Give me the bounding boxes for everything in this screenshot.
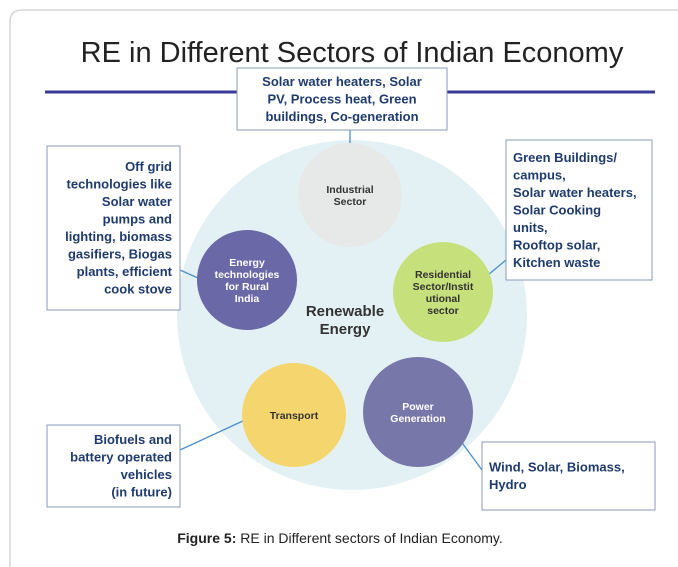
box-line: Hydro bbox=[489, 477, 527, 492]
sector-label: Power Generation bbox=[390, 401, 445, 425]
sector-circle bbox=[242, 363, 346, 467]
caption-text: RE in Different sectors of Indian Econom… bbox=[240, 530, 503, 546]
box-line: lighting, biomass bbox=[65, 229, 172, 244]
sector-label-line: for Rural bbox=[225, 281, 269, 293]
title: RE in Different Sectors of Indian Econom… bbox=[81, 37, 624, 69]
sector-label-line: Residential bbox=[415, 269, 471, 281]
center-label: Renewable Energy bbox=[306, 303, 384, 338]
box-line: Solar Cooking bbox=[513, 202, 601, 217]
sector-label-line: sector bbox=[427, 305, 459, 317]
sector-circle bbox=[298, 143, 402, 247]
box-line: buildings, Co-generation bbox=[265, 109, 418, 124]
center-line: Renewable bbox=[306, 303, 384, 320]
box-line: Solar water heaters, Solar bbox=[262, 74, 422, 89]
sector-label-line: India bbox=[235, 293, 260, 305]
box-line: pumps and bbox=[103, 212, 172, 227]
sector-label-line: Energy bbox=[229, 257, 265, 269]
box-line: campus, bbox=[513, 167, 566, 182]
frame bbox=[9, 9, 678, 567]
text-box bbox=[46, 145, 181, 311]
box-line: technologies like bbox=[67, 177, 172, 192]
sector-label-line: utional bbox=[426, 293, 460, 305]
box-line: Solar water bbox=[102, 194, 172, 209]
box-line: Kitchen waste bbox=[513, 255, 600, 270]
box-line: vehicles bbox=[121, 467, 172, 482]
box-line: Solar water heaters, bbox=[513, 185, 637, 200]
box-line: Wind, Solar, Biomass, bbox=[489, 460, 625, 475]
sector-label: Energy technologies for Rural India bbox=[215, 257, 280, 305]
sector-circle bbox=[393, 242, 493, 342]
sector-circle bbox=[197, 230, 297, 330]
sector-circle bbox=[363, 357, 473, 467]
box-line: Green Buildings/ bbox=[513, 150, 617, 165]
box-text: Solar water heaters, Solar PV, Process he… bbox=[262, 74, 422, 124]
sector-label-line: Sector/Instit bbox=[413, 281, 474, 293]
sector-label-line: technologies bbox=[215, 269, 280, 281]
text-box bbox=[481, 441, 656, 511]
box-text: Off grid technologies like Solar water pump… bbox=[65, 159, 173, 297]
sector-label: Residential Sector/Instit utional sector bbox=[413, 269, 474, 317]
box-line: Biofuels and bbox=[94, 432, 172, 447]
sector-label-line: Sector bbox=[334, 196, 367, 208]
text-box bbox=[46, 424, 181, 508]
box-line: plants, efficient bbox=[77, 264, 173, 279]
sector-label-line: Industrial bbox=[326, 184, 373, 196]
sector-label: Transport bbox=[270, 410, 319, 422]
box-line: PV, Process heat, Green bbox=[267, 91, 416, 106]
caption: Figure 5: RE in Different sectors of Ind… bbox=[177, 530, 503, 546]
sector-label: Industrial Sector bbox=[326, 184, 373, 208]
box-text: Biofuels and battery operated vehicles (in … bbox=[70, 432, 172, 500]
text-box bbox=[505, 139, 653, 281]
center-line: Energy bbox=[320, 321, 372, 338]
caption-label: Figure 5: bbox=[177, 530, 236, 546]
box-line: Rooftop solar, bbox=[513, 237, 600, 252]
text-box bbox=[236, 67, 448, 131]
connectors bbox=[179, 130, 507, 471]
box-line: (in future) bbox=[111, 485, 172, 500]
box-text: Green Buildings/campus, Solar water heate… bbox=[513, 150, 637, 270]
box-line: units, bbox=[513, 220, 548, 235]
box-text: Wind, Solar, Biomass, Hydro bbox=[489, 460, 625, 493]
sector-label-line: Generation bbox=[390, 413, 445, 425]
box-line: Off grid bbox=[125, 159, 172, 174]
box-line: cook stove bbox=[104, 282, 172, 297]
box-line: battery operated bbox=[70, 450, 172, 465]
sector-label-line: Power bbox=[402, 401, 434, 413]
box-line: gasifiers, Biogas bbox=[68, 247, 172, 262]
sector-label-line: Transport bbox=[270, 410, 319, 422]
